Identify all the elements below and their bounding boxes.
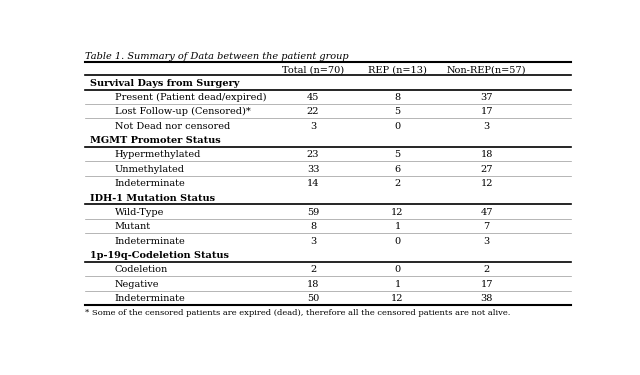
Text: REP (n=13): REP (n=13)	[368, 65, 427, 74]
Text: 17: 17	[481, 280, 493, 289]
Text: 1p-19q-Codeletion Status: 1p-19q-Codeletion Status	[90, 251, 229, 260]
Text: Wild-Type: Wild-Type	[115, 208, 164, 217]
Text: Indeterminate: Indeterminate	[115, 179, 186, 188]
Text: 2: 2	[310, 265, 316, 274]
Text: 23: 23	[307, 150, 319, 159]
Text: Codeletion: Codeletion	[115, 265, 168, 274]
Text: 47: 47	[481, 208, 493, 217]
Text: Survival Days from Surgery: Survival Days from Surgery	[90, 79, 239, 88]
Text: 8: 8	[310, 222, 316, 231]
Text: 3: 3	[310, 237, 316, 246]
Text: * Some of the censored patients are expired (dead), therefore all the censored p: * Some of the censored patients are expi…	[85, 309, 510, 317]
Text: 3: 3	[484, 237, 490, 246]
Text: 5: 5	[394, 150, 401, 159]
Text: 0: 0	[394, 265, 401, 274]
Text: IDH-1 Mutation Status: IDH-1 Mutation Status	[90, 194, 215, 202]
Text: 45: 45	[307, 93, 319, 102]
Text: 1: 1	[394, 280, 401, 289]
Text: 33: 33	[307, 165, 319, 174]
Text: 22: 22	[307, 107, 319, 116]
Text: 0: 0	[394, 237, 401, 246]
Text: 18: 18	[481, 150, 493, 159]
Text: Not Dead nor censored: Not Dead nor censored	[115, 122, 230, 131]
Text: 59: 59	[307, 208, 319, 217]
Text: 8: 8	[394, 93, 401, 102]
Text: Unmethylated: Unmethylated	[115, 165, 185, 174]
Text: Mutant: Mutant	[115, 222, 151, 231]
Text: Hypermethylated: Hypermethylated	[115, 150, 201, 159]
Text: 7: 7	[484, 222, 490, 231]
Text: 2: 2	[394, 179, 401, 188]
Text: Indeterminate: Indeterminate	[115, 294, 186, 303]
Text: 12: 12	[481, 179, 493, 188]
Text: 14: 14	[307, 179, 319, 188]
Text: Indeterminate: Indeterminate	[115, 237, 186, 246]
Text: Table 1. Summary of Data between the patient group: Table 1. Summary of Data between the pat…	[85, 52, 349, 61]
Text: 3: 3	[310, 122, 316, 131]
Text: 2: 2	[484, 265, 490, 274]
Text: 12: 12	[391, 208, 404, 217]
Text: Present (Patient dead/expired): Present (Patient dead/expired)	[115, 93, 266, 102]
Text: 0: 0	[394, 122, 401, 131]
Text: 3: 3	[484, 122, 490, 131]
Text: Non-REP(n=57): Non-REP(n=57)	[447, 65, 527, 74]
Text: 18: 18	[307, 280, 319, 289]
Text: MGMT Promoter Status: MGMT Promoter Status	[90, 136, 221, 145]
Text: Lost Follow-up (Censored)*: Lost Follow-up (Censored)*	[115, 107, 250, 117]
Text: 12: 12	[391, 294, 404, 303]
Text: 37: 37	[481, 93, 493, 102]
Text: 17: 17	[481, 107, 493, 116]
Text: Negative: Negative	[115, 280, 159, 289]
Text: 38: 38	[481, 294, 493, 303]
Text: Total (n=70): Total (n=70)	[282, 65, 344, 74]
Text: 50: 50	[307, 294, 319, 303]
Text: 5: 5	[394, 107, 401, 116]
Text: 6: 6	[394, 165, 401, 174]
Text: 27: 27	[481, 165, 493, 174]
Text: 1: 1	[394, 222, 401, 231]
